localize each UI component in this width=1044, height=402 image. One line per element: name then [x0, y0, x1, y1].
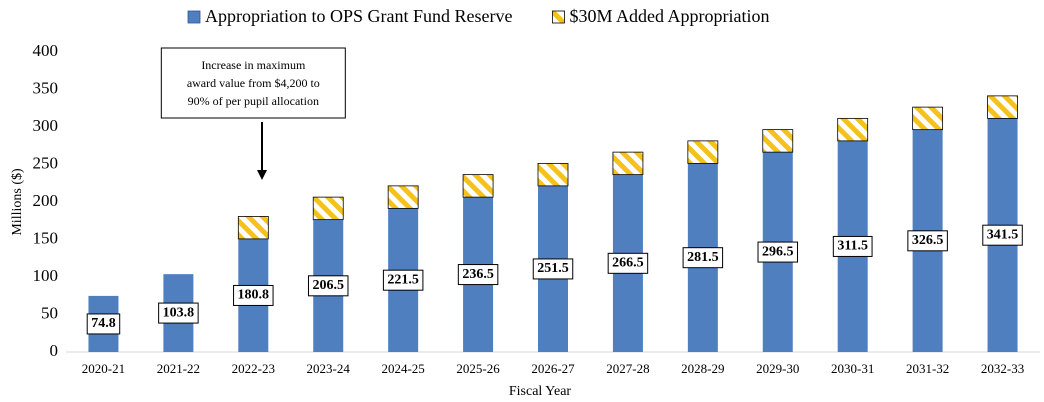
total-label-box — [307, 275, 349, 297]
bar-segment — [462, 174, 494, 198]
x-tick-label: 2029-30 — [756, 361, 799, 376]
total-label: 236.5 — [462, 267, 494, 282]
y-tick-label: 150 — [33, 228, 59, 247]
bar-segment — [537, 162, 569, 187]
legend-label: $30M Added Appropriation — [569, 6, 769, 26]
total-label: 221.5 — [387, 272, 419, 287]
total-label-box — [757, 241, 799, 263]
x-tick-label: 2028-29 — [681, 361, 724, 376]
total-label: 74.8 — [91, 316, 116, 331]
total-label: 251.5 — [537, 261, 569, 276]
x-tick-label: 2031-32 — [906, 361, 949, 376]
y-tick-label: 200 — [33, 191, 59, 210]
total-label-box — [233, 284, 274, 306]
x-tick-label: 2023-24 — [307, 361, 351, 376]
y-tick-label: 250 — [33, 153, 59, 172]
total-label-box — [158, 302, 199, 324]
annotation-text: award value from $4,200 to — [187, 76, 320, 90]
annotation-text: 90% of per pupil allocation — [188, 94, 319, 108]
total-label-box — [532, 258, 574, 280]
y-tick-label: 100 — [33, 266, 59, 285]
x-tick-label: 2024-25 — [381, 361, 424, 376]
x-tick-label: 2021-22 — [157, 361, 200, 376]
legend-label: Appropriation to OPS Grant Fund Reserve — [205, 6, 512, 26]
total-label: 296.5 — [762, 244, 794, 259]
total-label: 326.5 — [912, 233, 944, 248]
legend-swatch — [552, 10, 565, 24]
total-label: 341.5 — [987, 227, 1019, 242]
bar-segment — [837, 117, 869, 142]
x-tick-label: 2022-23 — [232, 361, 275, 376]
total-label: 266.5 — [612, 256, 644, 271]
y-axis-title: Millions ($) — [10, 168, 25, 236]
x-tick-label: 2030-31 — [831, 361, 874, 376]
x-tick-label: 2020-21 — [82, 361, 125, 376]
total-label-box — [832, 235, 873, 257]
total-label-box — [907, 230, 948, 252]
legend-swatch — [187, 10, 201, 24]
total-label: 311.5 — [837, 239, 868, 254]
bar-segment — [912, 106, 944, 131]
bar-segment — [762, 129, 794, 153]
total-label-box — [86, 313, 121, 335]
y-tick-label: 350 — [33, 78, 59, 97]
x-tick-label: 2026-27 — [531, 361, 575, 376]
total-label-box — [457, 264, 499, 286]
x-tick-label: 2032-33 — [981, 361, 1024, 376]
total-label-box — [382, 269, 424, 291]
y-tick-label: 400 — [33, 41, 59, 60]
y-tick-label: 50 — [41, 303, 58, 322]
total-label: 180.8 — [238, 288, 270, 303]
bar-segment — [987, 95, 1018, 119]
annotation-box — [160, 47, 346, 119]
x-tick-label: 2025-26 — [456, 361, 500, 376]
annotation-arrowhead — [257, 170, 267, 180]
y-tick-label: 0 — [50, 341, 59, 360]
bar-segment — [687, 140, 719, 164]
x-tick-label: 2027-28 — [606, 361, 649, 376]
y-tick-label: 300 — [33, 116, 59, 135]
x-axis-title: Fiscal Year — [509, 384, 572, 399]
total-label-box — [607, 252, 649, 274]
total-label-box — [682, 247, 724, 269]
bar-segment — [237, 215, 269, 240]
total-label: 103.8 — [163, 305, 195, 320]
bar-segment — [312, 196, 344, 221]
bar-segment — [612, 151, 644, 176]
total-label: 281.5 — [687, 250, 719, 265]
total-label-box — [982, 224, 1023, 246]
annotation-text: Increase in maximum — [201, 58, 306, 72]
bar-segment — [387, 185, 419, 209]
total-label: 206.5 — [312, 278, 344, 293]
